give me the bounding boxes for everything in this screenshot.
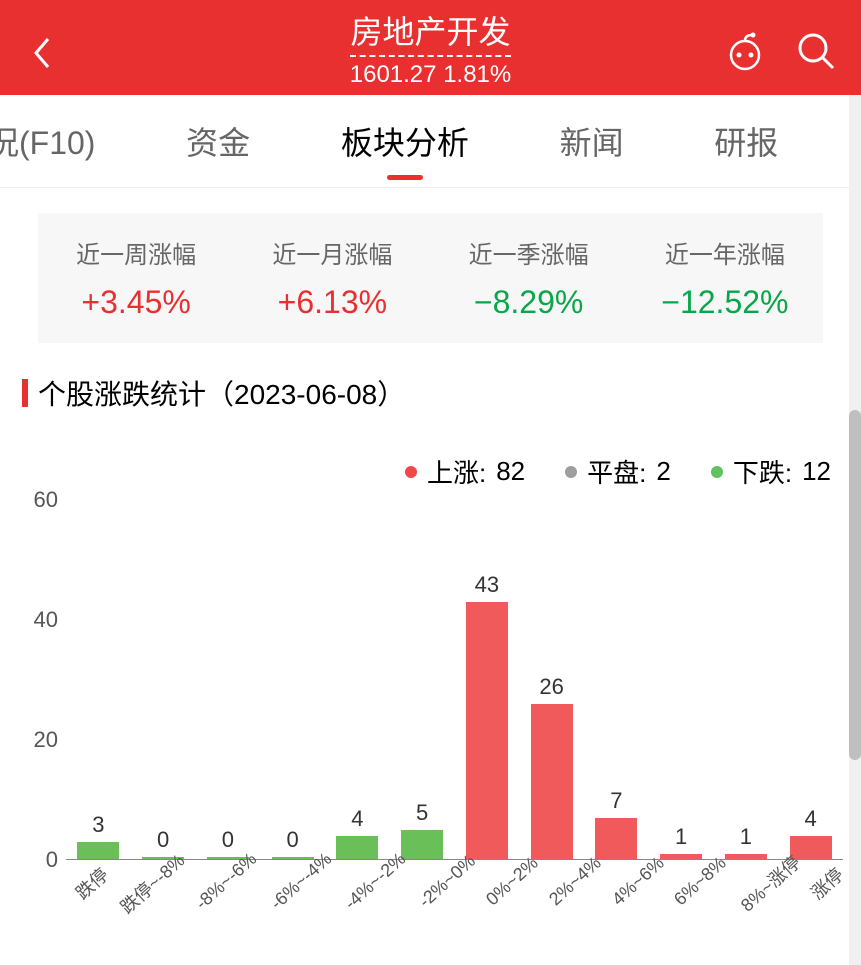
bar-value-label: 0 bbox=[287, 827, 299, 853]
index-value: 1601.27 bbox=[350, 61, 437, 88]
search-icon[interactable] bbox=[796, 31, 836, 76]
scrollbar-track[interactable] bbox=[849, 95, 861, 965]
legend-down-count: 12 bbox=[802, 456, 831, 487]
bar-value-label: 7 bbox=[610, 788, 622, 814]
legend-up-label: 上涨: bbox=[427, 453, 486, 490]
bar bbox=[595, 818, 637, 860]
dot-icon bbox=[405, 466, 417, 478]
bar-value-label: 4 bbox=[351, 806, 363, 832]
bar bbox=[531, 704, 573, 860]
tab-0[interactable]: 简况(F10) bbox=[0, 110, 95, 172]
stat-cell-0: 近一周涨幅 +3.45% bbox=[38, 235, 234, 321]
header-actions bbox=[724, 30, 836, 77]
legend-down-label: 下跌: bbox=[733, 453, 792, 490]
bar-group: 26 bbox=[519, 674, 584, 860]
period-stats-grid: 近一周涨幅 +3.45%近一月涨幅 +6.13%近一季涨幅 −8.29%近一年涨幅 −1… bbox=[38, 213, 823, 343]
index-summary: 1601.27 1.81% bbox=[350, 61, 512, 89]
y-tick: 0 bbox=[46, 847, 58, 873]
y-tick: 60 bbox=[34, 487, 58, 513]
distribution-chart: 0204060 30004543267114 跌停跌停~-8%-8%~-6%-6… bbox=[18, 500, 843, 960]
legend-up: 上涨: 82 bbox=[405, 453, 525, 490]
bar-value-label: 1 bbox=[675, 824, 687, 850]
chart-plot: 30004543267114 bbox=[66, 500, 843, 860]
section-title: 个股涨跌统计 （2023-06-08） bbox=[22, 373, 839, 413]
scrollbar-thumb[interactable] bbox=[849, 410, 861, 760]
robot-icon[interactable] bbox=[724, 30, 766, 77]
header-title-block[interactable]: 房地产开发 1601.27 1.81% bbox=[350, 7, 512, 89]
stat-cell-3: 近一年涨幅 −12.52% bbox=[627, 235, 823, 321]
bar-value-label: 43 bbox=[475, 572, 499, 598]
stat-cell-2: 近一季涨幅 −8.29% bbox=[431, 235, 627, 321]
chart-legend: 上涨: 82 平盘: 2 下跌: 12 bbox=[30, 453, 831, 490]
bar bbox=[401, 830, 443, 860]
bar-value-label: 3 bbox=[92, 812, 104, 838]
bar-group: 43 bbox=[455, 572, 520, 860]
legend-up-count: 82 bbox=[496, 456, 525, 487]
index-change: 1.81% bbox=[443, 61, 511, 88]
app-header: 房地产开发 1601.27 1.81% bbox=[0, 0, 861, 95]
y-axis: 0204060 bbox=[18, 500, 62, 860]
stat-cell-1: 近一月涨幅 +6.13% bbox=[234, 235, 430, 321]
y-tick: 40 bbox=[34, 607, 58, 633]
bar-value-label: 26 bbox=[539, 674, 563, 700]
y-tick: 20 bbox=[34, 727, 58, 753]
legend-flat: 平盘: 2 bbox=[565, 453, 671, 490]
stat-value: +6.13% bbox=[234, 284, 430, 321]
stat-value: +3.45% bbox=[38, 284, 234, 321]
bar-group: 3 bbox=[66, 812, 131, 860]
stat-value: −12.52% bbox=[627, 284, 823, 321]
bar-group: 5 bbox=[390, 800, 455, 860]
section-title-date: （2023-06-08） bbox=[206, 373, 405, 413]
tab-2[interactable]: 板块分析 bbox=[341, 110, 469, 172]
tab-3[interactable]: 新闻 bbox=[560, 110, 624, 172]
bar bbox=[466, 602, 508, 860]
back-icon[interactable] bbox=[30, 35, 52, 76]
page-title: 房地产开发 bbox=[350, 7, 510, 57]
stat-value: −8.29% bbox=[431, 284, 627, 321]
legend-flat-count: 2 bbox=[656, 456, 670, 487]
legend-down: 下跌: 12 bbox=[711, 453, 831, 490]
section-title-text: 个股涨跌统计 bbox=[38, 373, 206, 413]
dot-icon bbox=[711, 466, 723, 478]
tab-1[interactable]: 资金 bbox=[186, 110, 250, 172]
dot-icon bbox=[565, 466, 577, 478]
stat-label: 近一月涨幅 bbox=[234, 235, 430, 270]
x-axis-labels: 跌停跌停~-8%-8%~-6%-6%~-4%-4%~-2%-2%~0%0%~2%… bbox=[66, 860, 843, 960]
legend-flat-label: 平盘: bbox=[587, 453, 646, 490]
stat-label: 近一周涨幅 bbox=[38, 235, 234, 270]
stat-label: 近一年涨幅 bbox=[627, 235, 823, 270]
bars-container: 30004543267114 bbox=[66, 500, 843, 860]
stat-label: 近一季涨幅 bbox=[431, 235, 627, 270]
tab-4[interactable]: 研报 bbox=[714, 110, 778, 172]
bar-value-label: 1 bbox=[740, 824, 752, 850]
bar-value-label: 5 bbox=[416, 800, 428, 826]
tab-bar: 简况(F10) 资金 板块分析 新闻 研报 bbox=[0, 95, 861, 188]
bar-value-label: 4 bbox=[805, 806, 817, 832]
